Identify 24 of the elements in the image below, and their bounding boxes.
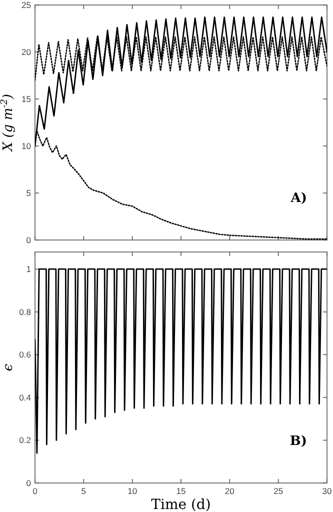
x-tick-label: 30 (322, 486, 332, 496)
y-tick-label: 20 (22, 47, 32, 57)
y-tick-label: 0.4 (19, 392, 32, 402)
y-axis-title: ϵ (1, 363, 16, 372)
annotation: A) (290, 191, 307, 206)
x-tick-label: 20 (224, 486, 235, 496)
x-axis-title: Time (d) (151, 497, 211, 512)
y-tick-label: 0 (26, 235, 32, 245)
x-tick-label: 10 (128, 486, 138, 496)
line-series (35, 268, 327, 454)
x-tick-label: 0 (32, 486, 38, 496)
y-tick-label: 0.8 (19, 306, 32, 317)
x-tick-label: 25 (274, 486, 284, 496)
annotation: B) (290, 434, 307, 449)
y-tick-label: 10 (22, 141, 32, 151)
x-tick-label: 5 (81, 486, 86, 496)
y-tick-label: 0.6 (19, 350, 32, 360)
y-tick-label: 0 (26, 478, 32, 488)
y-tick-label: 5 (26, 188, 32, 198)
y-tick-label: 0.2 (19, 435, 32, 446)
y-tick-label: 15 (22, 94, 32, 104)
y-tick-label: 25 (22, 0, 32, 10)
y-tick-label: 1 (26, 264, 32, 274)
x-tick-label: 15 (176, 486, 186, 496)
